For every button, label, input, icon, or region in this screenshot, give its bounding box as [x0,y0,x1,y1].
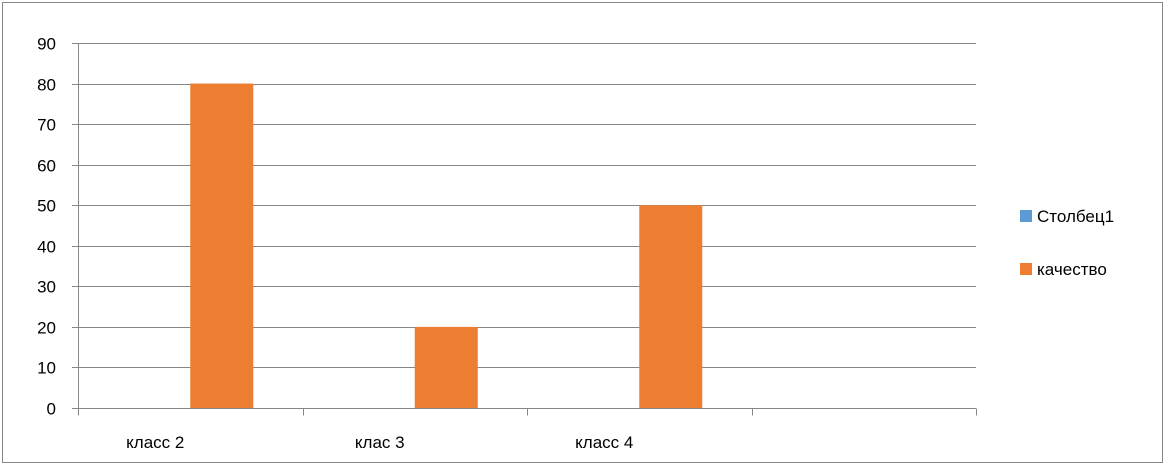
bars [190,83,703,409]
y-tick-label: 0 [47,400,56,419]
x-tick-label: класс 2 [126,433,184,452]
y-tick-label: 40 [37,238,56,257]
x-tick-label: класс 4 [575,433,633,452]
legend-swatch [1020,263,1032,275]
bar [190,83,254,409]
y-tick-label: 60 [37,157,56,176]
x-tick-labels: класс 2 клас 3 класс 4 [126,433,633,452]
bar [639,205,703,408]
x-tick-label: клас 3 [355,433,405,452]
y-tick-label: 20 [37,319,56,338]
axes [72,43,977,416]
y-tick-label: 10 [37,359,56,378]
y-tick-label: 70 [37,116,56,135]
legend-swatch [1020,210,1032,222]
y-tick-label: 90 [37,35,56,54]
legend-entry: Столбец1 [1037,207,1114,226]
y-tick-label: 30 [37,278,56,297]
legend: Столбец1 качество [1020,207,1114,279]
y-tick-labels: 0 10 20 30 40 50 60 70 80 90 [37,35,56,419]
y-tick-label: 80 [37,76,56,95]
y-tick-label: 50 [37,197,56,216]
legend-entry: качество [1037,260,1107,279]
bar [414,326,478,408]
